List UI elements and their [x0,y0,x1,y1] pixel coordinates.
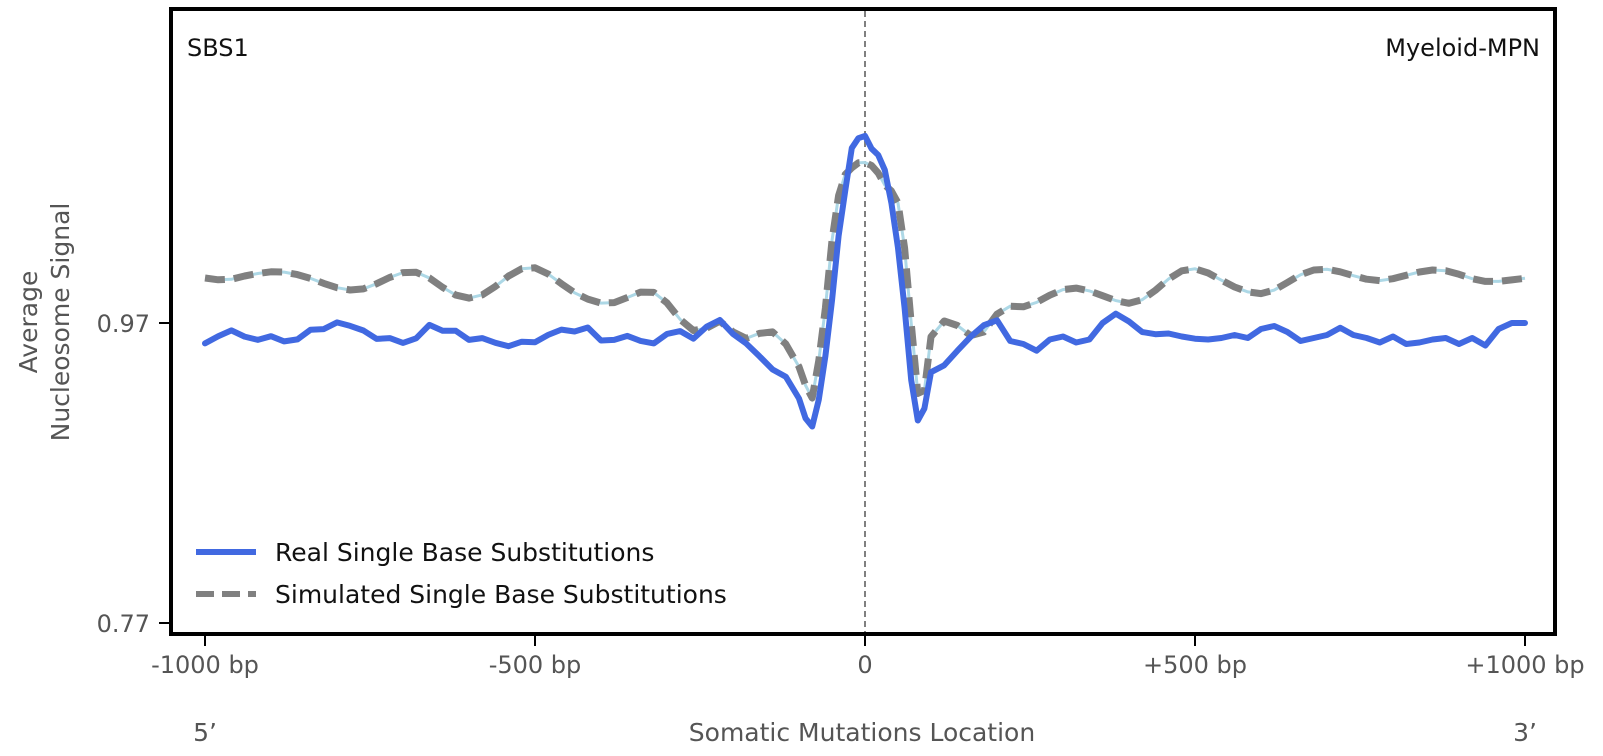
signature-label: SBS1 [187,34,249,62]
y-tick-label: 0.77 [97,610,150,638]
y-axis-title-line-2: Nucleosome Signal [46,203,75,442]
y-axis-title-line-1: Average [14,271,43,374]
three-prime-label: 3’ [1513,718,1537,747]
simulated-series-line [204,159,1526,402]
x-axis-title: Somatic Mutations Location [689,718,1035,747]
y-axis-title: Average Nucleosome Signal [14,203,75,442]
five-prime-label: 5’ [193,718,217,747]
plot-frame [169,7,1557,636]
y-tick-label: 0.97 [97,310,150,338]
x-tick-label: +500 bp [1143,651,1247,679]
x-tick-label: 0 [857,651,872,679]
tissue-label: Myeloid-MPN [1385,34,1540,62]
legend-label-real: Real Single Base Substitutions [275,538,654,567]
x-tick-label: +1000 bp [1465,651,1584,679]
real-series-line [202,132,1528,430]
legend: Real Single Base Substitutions Simulated… [196,538,727,609]
x-tick-label: -1000 bp [151,651,259,679]
legend-label-simulated: Simulated Single Base Substitutions [275,580,727,609]
x-tick-label: -500 bp [489,651,582,679]
